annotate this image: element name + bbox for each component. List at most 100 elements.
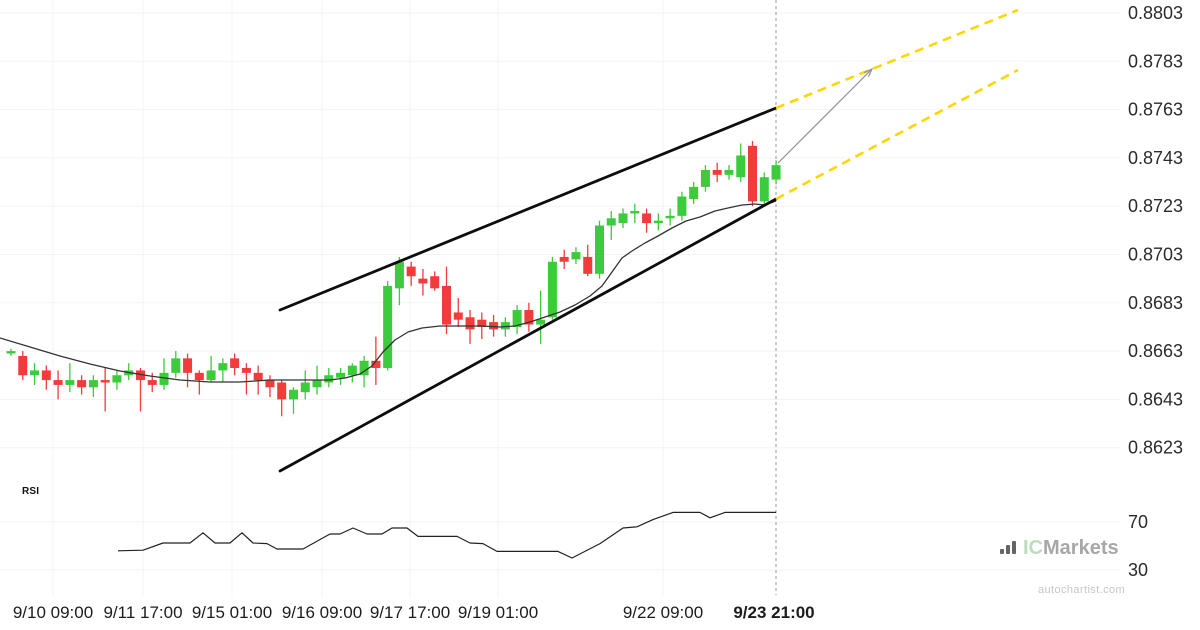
time-axis-label: 9/15 01:00 [192, 603, 272, 622]
candle-body-up [218, 363, 228, 371]
candle-body-up [736, 155, 746, 178]
time-axis-label: 9/23 21:00 [733, 603, 814, 622]
candle-body-down [559, 256, 569, 262]
candle-body-down [642, 213, 652, 224]
candle-body-down [147, 380, 157, 385]
candle-body-up [595, 225, 604, 274]
candle-body-up [512, 310, 522, 327]
candle-body-up [724, 169, 734, 175]
candle-body-down [41, 370, 51, 381]
bar-chart-icon [1000, 541, 1018, 558]
price-axis-label: 0.8763 [1128, 100, 1183, 120]
price-axis-label: 0.8663 [1128, 341, 1183, 361]
time-axis-label: 9/11 17:00 [103, 603, 182, 622]
candle-body-down [241, 368, 251, 373]
price-axis-label: 0.8803 [1128, 3, 1183, 23]
candle-body-down [524, 310, 534, 325]
channel-upper-line [278, 106, 778, 312]
candle-body-down [712, 169, 722, 175]
candle-body-down [418, 278, 428, 284]
time-axis-label: 9/16 09:00 [282, 603, 362, 622]
price-axis-label: 0.8683 [1128, 293, 1183, 313]
candle-body-up [547, 261, 557, 318]
candle-body-down [489, 322, 499, 330]
candle-body-down [441, 285, 451, 325]
projection-upper-line [775, 8, 1019, 110]
candle-body-down [253, 372, 263, 381]
candle-body-down [371, 360, 381, 369]
price-axis-label: 0.8703 [1128, 245, 1183, 265]
candle-body-up [6, 351, 16, 354]
candle-body-down [183, 358, 193, 373]
candle-body-up [700, 169, 710, 187]
candle-body-up [383, 285, 393, 369]
time-axis-label: 9/19 01:00 [458, 603, 538, 622]
candle-body-up [759, 177, 769, 202]
candle-body-up [324, 375, 334, 383]
forecast-arrow-line [777, 68, 873, 164]
candle-body-up [171, 358, 181, 373]
candle-body-up [630, 211, 640, 214]
logo-text-markets: Markets [1043, 537, 1119, 559]
candle-body-down [53, 380, 63, 385]
candle-body-up [394, 261, 404, 289]
candle-body-up [771, 165, 781, 180]
moving-average-line [0, 200, 777, 383]
candle-body-down [477, 319, 487, 327]
rsi-level-label: 70 [1128, 512, 1148, 532]
price-axis-label: 0.8743 [1128, 148, 1183, 168]
price-axis-label: 0.8643 [1128, 389, 1183, 409]
candle-body-down [453, 312, 463, 320]
candle-body-up [159, 372, 169, 385]
candle-body-up [536, 319, 546, 325]
candle-body-down [100, 380, 110, 383]
candle-body-down [277, 382, 287, 400]
autochartist-watermark: autochartist.com [1038, 584, 1126, 596]
broker-logo: IC Markets [1000, 538, 1119, 558]
candle-body-up [88, 380, 98, 388]
candle-body-down [465, 317, 475, 330]
candle-body-down [406, 266, 416, 277]
candle-body-down [265, 380, 275, 388]
candle-body-up [653, 220, 663, 224]
price-axis-label: 0.8723 [1128, 196, 1183, 216]
candle-body-up [359, 360, 369, 376]
time-axis-label: 9/22 09:00 [623, 603, 703, 622]
time-axis-label: 9/17 17:00 [370, 603, 450, 622]
rsi-level-label: 30 [1128, 560, 1148, 580]
candle-body-up [618, 213, 628, 224]
candle-body-down [77, 380, 87, 388]
candle-body-up [312, 380, 322, 388]
candle-body-down [194, 372, 204, 381]
candle-body-up [689, 186, 699, 199]
candle-body-up [206, 370, 216, 381]
price-axis-label: 0.8623 [1128, 438, 1183, 458]
candle-body-up [606, 218, 616, 226]
candle-body-up [112, 375, 122, 383]
candle-body-up [300, 382, 310, 393]
candle-body-up [288, 389, 298, 400]
candle-body-down [18, 355, 28, 376]
price-axis-label: 0.8783 [1128, 51, 1183, 71]
logo-text-ic: IC [1023, 537, 1043, 559]
candle-body-down [135, 370, 145, 381]
rsi-line [117, 511, 776, 559]
candle-body-down [230, 358, 240, 369]
candle-body-down [430, 276, 440, 289]
rsi-indicator-label: RSI [22, 486, 40, 497]
candle-body-up [665, 215, 675, 219]
candle-body-up [571, 252, 581, 260]
candle-body-up [65, 380, 75, 385]
candle-body-down [748, 145, 758, 202]
candle-body-up [336, 372, 346, 378]
time-axis-label: 9/10 09:00 [13, 603, 93, 622]
forecast-arrow-head [863, 67, 874, 78]
candle-body-up [347, 365, 357, 376]
candle-body-up [677, 196, 687, 216]
candle-body-up [500, 322, 510, 330]
channel-lower-line [278, 197, 778, 473]
candle-body-up [30, 370, 40, 376]
projection-lower-line [775, 68, 1019, 201]
